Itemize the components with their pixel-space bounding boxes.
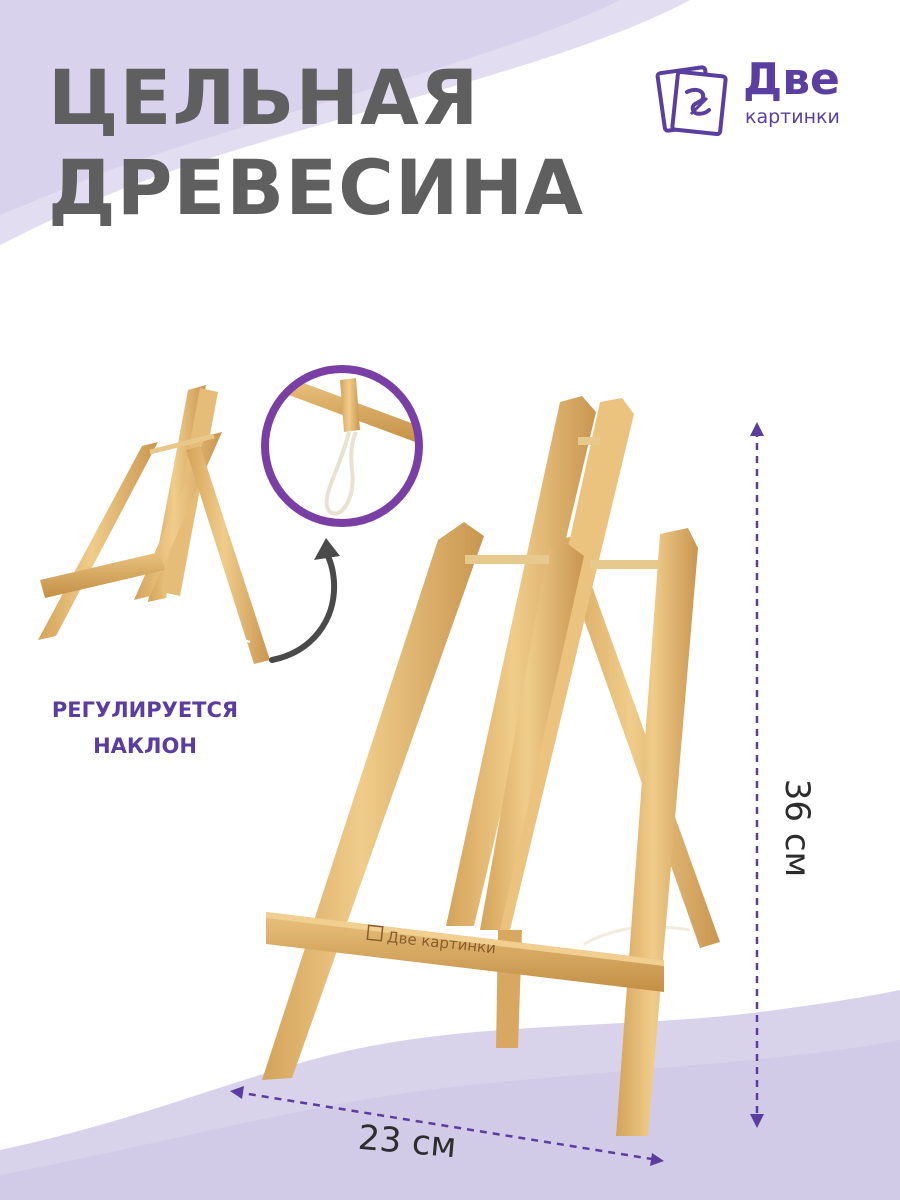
brand-name: Две [743, 54, 840, 105]
headline-line-1: ЦЕЛЬНАЯ [48, 53, 480, 142]
height-dimension-line [750, 422, 764, 1128]
width-dimension-line [230, 1086, 664, 1166]
feature-line-2: НАКЛОН [93, 734, 197, 758]
curved-arrow-icon [269, 538, 340, 663]
easel-main-icon [262, 396, 720, 1136]
feature-line-1: РЕГУЛИРУЕТСЯ [51, 698, 239, 722]
magnifier-circle-icon [261, 365, 423, 527]
brand-subtitle: картинки [745, 106, 840, 128]
tilt-feature-caption: РЕГУЛИРУЕТСЯ НАКЛОН [30, 692, 260, 764]
headline-line-2: ДРЕВЕСИНА [48, 143, 584, 232]
brand-logo: Две картинки [655, 58, 870, 142]
brand-logo-icon [655, 65, 728, 137]
width-label: 23 см [356, 1117, 458, 1167]
easel-small-icon [38, 385, 270, 664]
height-label: 36 см [777, 778, 818, 878]
